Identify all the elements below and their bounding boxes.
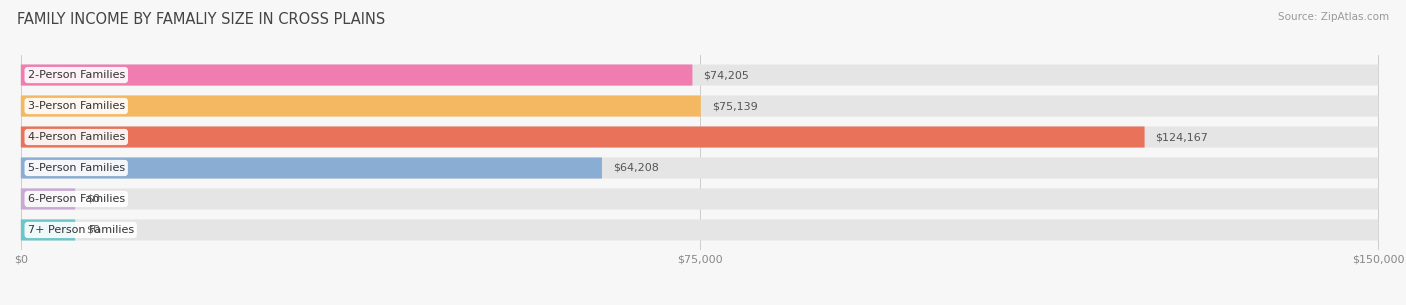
FancyBboxPatch shape (21, 95, 1378, 117)
FancyBboxPatch shape (21, 188, 75, 210)
Text: FAMILY INCOME BY FAMALIY SIZE IN CROSS PLAINS: FAMILY INCOME BY FAMALIY SIZE IN CROSS P… (17, 12, 385, 27)
Text: 2-Person Families: 2-Person Families (28, 70, 125, 80)
Text: Source: ZipAtlas.com: Source: ZipAtlas.com (1278, 12, 1389, 22)
Text: $75,139: $75,139 (711, 101, 758, 111)
FancyBboxPatch shape (21, 127, 1378, 148)
FancyBboxPatch shape (21, 157, 602, 178)
FancyBboxPatch shape (21, 64, 692, 86)
FancyBboxPatch shape (21, 95, 700, 117)
FancyBboxPatch shape (21, 219, 1378, 241)
Text: $124,167: $124,167 (1156, 132, 1208, 142)
Text: $0: $0 (86, 194, 100, 204)
Text: 6-Person Families: 6-Person Families (28, 194, 125, 204)
Text: $74,205: $74,205 (703, 70, 749, 80)
FancyBboxPatch shape (21, 219, 75, 241)
Text: 3-Person Families: 3-Person Families (28, 101, 125, 111)
Text: 7+ Person Families: 7+ Person Families (28, 225, 134, 235)
Text: $0: $0 (86, 225, 100, 235)
FancyBboxPatch shape (21, 188, 1378, 210)
Text: 4-Person Families: 4-Person Families (28, 132, 125, 142)
Text: $64,208: $64,208 (613, 163, 658, 173)
FancyBboxPatch shape (21, 64, 1378, 86)
Text: 5-Person Families: 5-Person Families (28, 163, 125, 173)
FancyBboxPatch shape (21, 157, 1378, 178)
FancyBboxPatch shape (21, 127, 1144, 148)
